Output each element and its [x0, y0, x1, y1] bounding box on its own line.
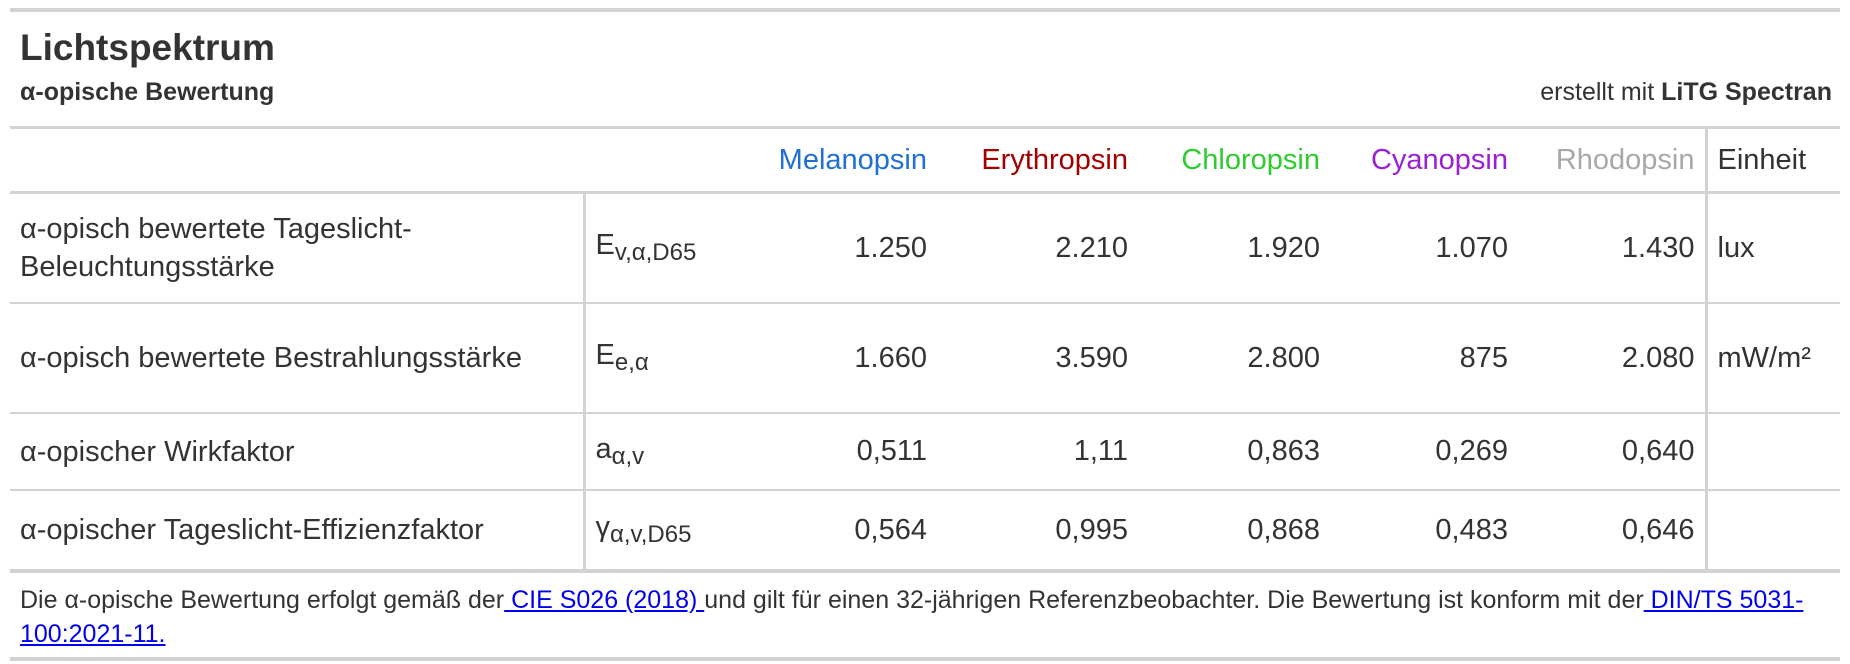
page-title: Lichtspektrum — [20, 27, 275, 68]
row-label: α-opisch bewertete Bestrahlungsstärke — [10, 303, 586, 414]
alpha-opic-table: Melanopsin Erythropsin Chloropsin Cyanop… — [10, 129, 1840, 571]
col-header-rhodopsin: Rhodopsin — [1518, 129, 1706, 194]
value-erythropsin: 1,11 — [937, 413, 1138, 491]
top-rule — [10, 8, 1840, 12]
header-symbol-blank — [584, 129, 738, 194]
col-header-unit: Einheit — [1704, 129, 1840, 194]
col-header-chloropsin: Chloropsin — [1138, 129, 1330, 194]
spectrum-table-card: Lichtspektrum α-opische Bewertung erstel… — [10, 8, 1840, 661]
header-rule — [10, 126, 1840, 129]
value-chloropsin: 0,863 — [1138, 413, 1330, 491]
value-rhodopsin: 0,640 — [1518, 413, 1706, 491]
row-symbol: Ev,α,D65 — [584, 192, 738, 304]
value-melanopsin: 1.660 — [738, 303, 937, 414]
credit-prefix: erstellt mit — [1540, 78, 1662, 106]
table-row: α-opischer Tageslicht-Effizienzfaktor γα… — [10, 490, 1840, 571]
symbol-subscript: α,v — [611, 442, 645, 470]
value-erythropsin: 2.210 — [937, 192, 1138, 304]
value-melanopsin: 0,564 — [738, 490, 937, 571]
row-unit — [1704, 413, 1840, 491]
col-header-melanopsin: Melanopsin — [738, 129, 937, 194]
cie-s026-link[interactable]: CIE S026 (2018) — [504, 586, 705, 614]
symbol-base: E — [595, 229, 615, 261]
value-chloropsin: 0,868 — [1138, 490, 1330, 571]
footnote: Die α-opische Bewertung erfolgt gemäß de… — [10, 571, 1840, 655]
footnote-text-1: Die α-opische Bewertung erfolgt gemäß de… — [20, 586, 505, 614]
row-unit: lux — [1704, 192, 1840, 304]
row-unit: mW/m² — [1704, 303, 1840, 414]
row-symbol: Ee,α — [584, 303, 738, 414]
row-label: α-opischer Wirkfaktor — [10, 413, 586, 491]
credit-text: erstellt mit LiTG Spectran — [1540, 70, 1832, 114]
symbol-subscript: v,α,D65 — [614, 239, 697, 266]
value-melanopsin: 1.250 — [738, 192, 937, 304]
value-cyanopsin: 0,269 — [1330, 413, 1518, 491]
table-row: α-opisch bewertete Bestrahlungsstärke Ee… — [10, 303, 1840, 414]
header-label-blank — [10, 129, 584, 194]
value-erythropsin: 0,995 — [937, 490, 1138, 571]
value-cyanopsin: 875 — [1330, 303, 1518, 414]
value-melanopsin: 0,511 — [738, 413, 937, 491]
din-ts-5031-link[interactable]: DIN/TS 5031-100:2021-11. — [20, 586, 1804, 648]
credit-brand: LiTG Spectran — [1661, 78, 1832, 106]
value-chloropsin: 1.920 — [1138, 192, 1330, 304]
row-unit — [1704, 490, 1840, 571]
symbol-subscript: e,α — [614, 349, 649, 376]
value-rhodopsin: 0,646 — [1518, 490, 1706, 571]
symbol-subscript: α,v,D65 — [610, 521, 692, 548]
value-cyanopsin: 0,483 — [1330, 490, 1518, 571]
bottom-rule — [10, 657, 1840, 661]
value-cyanopsin: 1.070 — [1330, 192, 1518, 304]
value-chloropsin: 2.800 — [1138, 303, 1330, 414]
value-rhodopsin: 2.080 — [1518, 303, 1706, 414]
subtitle-row: α-opische Bewertung erstellt mit LiTG Sp… — [10, 70, 1840, 114]
col-header-cyanopsin: Cyanopsin — [1330, 129, 1518, 194]
col-header-erythropsin: Erythropsin — [937, 129, 1138, 194]
row-label: α-opisch bewertete Tageslicht-Beleuchtun… — [10, 192, 586, 304]
row-label: α-opischer Tageslicht-Effizienzfaktor — [10, 490, 586, 571]
table-header-row: Melanopsin Erythropsin Chloropsin Cyanop… — [10, 129, 1840, 194]
symbol-base: γ — [595, 511, 611, 543]
value-rhodopsin: 1.430 — [1518, 192, 1706, 304]
symbol-base: a — [595, 432, 612, 465]
row-symbol: γα,v,D65 — [584, 490, 738, 571]
table-row: α-opischer Wirkfaktor aα,v 0,511 1,11 0,… — [10, 413, 1840, 491]
value-erythropsin: 3.590 — [937, 303, 1138, 414]
page-subtitle: α-opische Bewertung — [20, 78, 275, 106]
row-symbol: aα,v — [584, 413, 738, 491]
footnote-text-2: und gilt für einen 32-jährigen Referenzb… — [704, 586, 1644, 614]
symbol-base: E — [595, 339, 615, 371]
table-row: α-opisch bewertete Tageslicht-Beleuchtun… — [10, 192, 1840, 304]
